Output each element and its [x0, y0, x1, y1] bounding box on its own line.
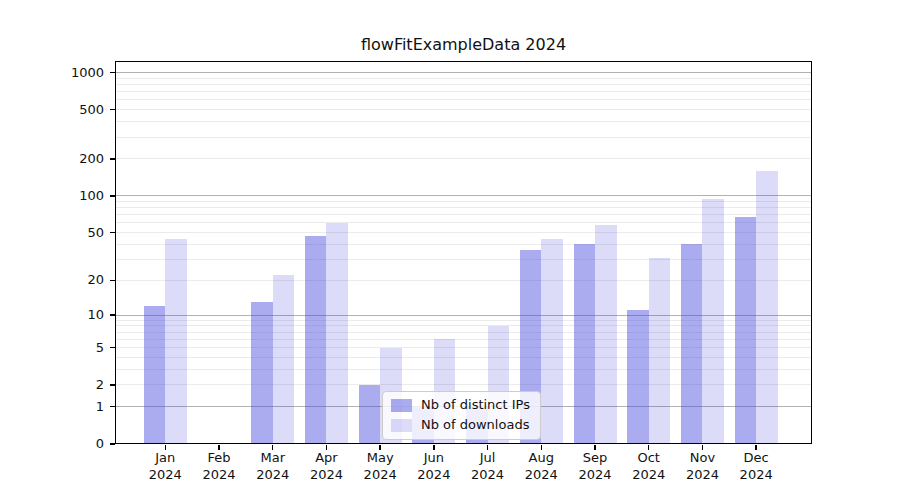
legend-item-distinct-ips: Nb of distinct IPs [391, 397, 530, 413]
legend-label-downloads: Nb of downloads [421, 417, 529, 433]
bar-distinct-ips-mar [251, 302, 273, 444]
bar-distinct-ips-jan [144, 306, 166, 444]
y-tick-label: 10 [0, 307, 104, 323]
bar-downloads-mar [273, 275, 295, 444]
bar-distinct-ips-dec [735, 217, 757, 444]
bar-downloads-apr [326, 223, 348, 444]
plot-area: Nb of distinct IPs Nb of downloads [115, 61, 812, 444]
y-tick-label: 1000 [0, 65, 104, 81]
y-tick-label: 5 [0, 340, 104, 356]
y-tick-label: 50 [0, 225, 104, 241]
x-tick-label: Dec 2024 [725, 450, 787, 483]
legend-item-downloads: Nb of downloads [391, 417, 530, 433]
bar-downloads-aug [541, 239, 563, 444]
y-tick-label: 20 [0, 272, 104, 288]
bar-distinct-ips-oct [627, 310, 649, 444]
x-tick-label: Oct 2024 [618, 450, 680, 483]
x-tick-label: May 2024 [349, 450, 411, 483]
legend: Nb of distinct IPs Nb of downloads [382, 391, 541, 440]
bar-downloads-oct [649, 258, 671, 444]
x-tick-label: Sep 2024 [564, 450, 626, 483]
x-tick-label: Jan 2024 [134, 450, 196, 483]
x-tick-label: Aug 2024 [510, 450, 572, 483]
bar-distinct-ips-may [359, 385, 381, 444]
bar-downloads-jan [165, 239, 187, 444]
bar-distinct-ips-nov [681, 244, 703, 444]
x-tick-label: Jun 2024 [403, 450, 465, 483]
legend-swatch-distinct-ips [391, 399, 412, 412]
chart-title: flowFitExampleData 2024 [115, 35, 812, 54]
bar-downloads-sep [595, 225, 617, 444]
bar-downloads-nov [702, 199, 724, 444]
x-tick-label: Jul 2024 [457, 450, 519, 483]
y-tick-label: 2 [0, 377, 104, 393]
bar-distinct-ips-apr [305, 236, 327, 444]
bar-distinct-ips-sep [574, 244, 596, 444]
x-tick-label: Feb 2024 [188, 450, 250, 483]
y-tick-label: 0 [0, 436, 104, 452]
bar-downloads-dec [756, 171, 778, 444]
x-tick-label: Apr 2024 [295, 450, 357, 483]
x-tick-label: Mar 2024 [242, 450, 304, 483]
y-tick-label: 100 [0, 188, 104, 204]
y-tick-label: 1 [0, 399, 104, 415]
legend-label-distinct-ips: Nb of distinct IPs [421, 397, 530, 413]
y-tick-label: 200 [0, 151, 104, 167]
x-tick-label: Nov 2024 [671, 450, 733, 483]
bars-layer [115, 61, 812, 444]
y-tick-label: 500 [0, 102, 104, 118]
legend-swatch-downloads [391, 419, 412, 432]
chart-figure: flowFitExampleData 2024 Nb of distinct I… [0, 0, 900, 500]
